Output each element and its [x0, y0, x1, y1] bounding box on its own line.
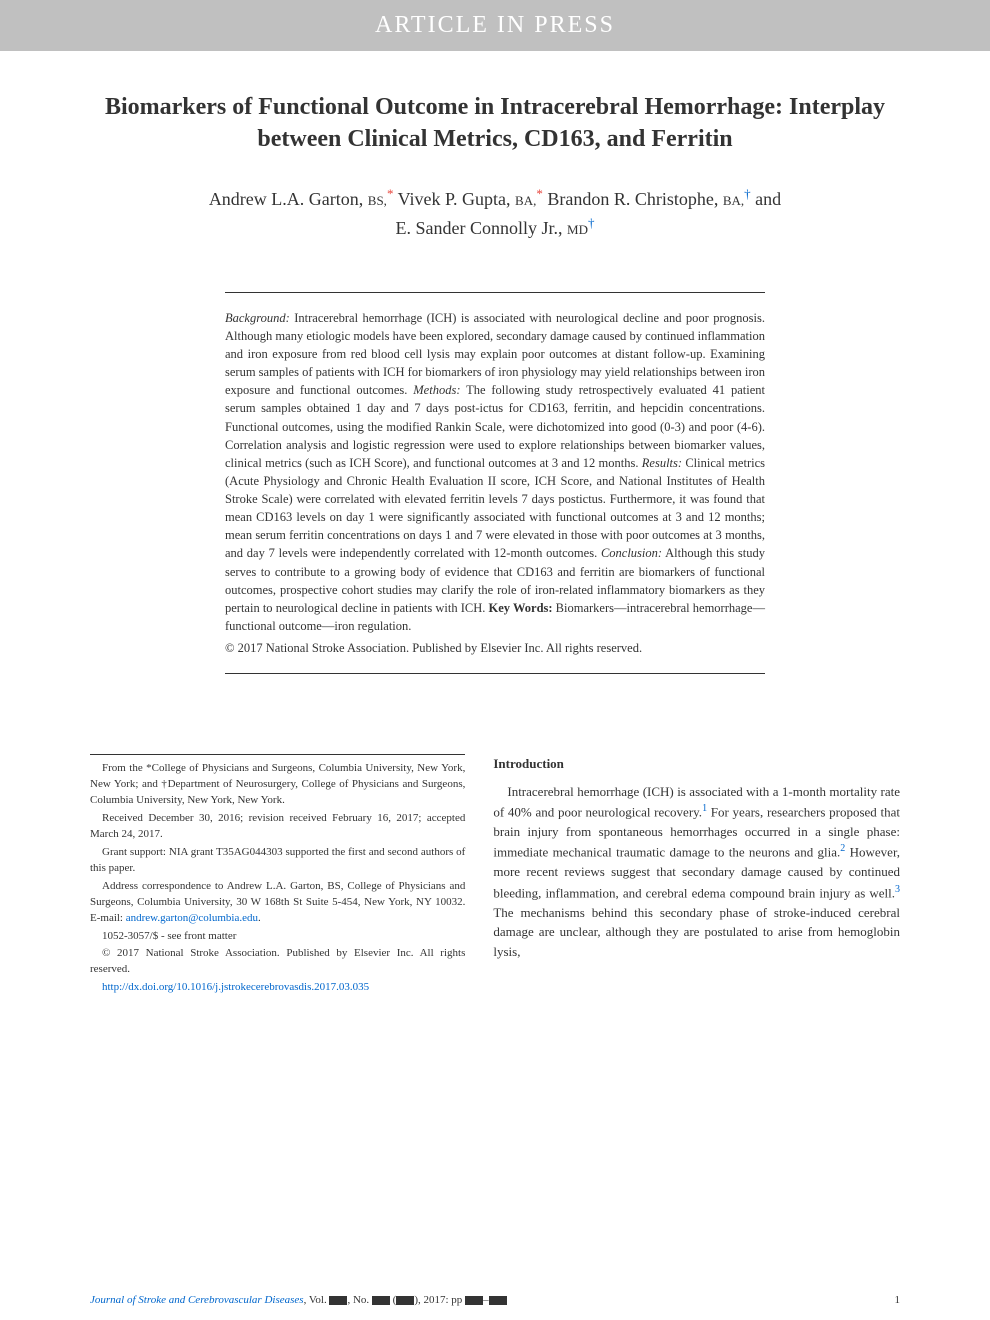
footnote-affiliations: From the *College of Physicians and Surg…: [90, 761, 465, 809]
lower-columns: From the *College of Physicians and Surg…: [90, 754, 900, 996]
placeholder-box-icon: [498, 1296, 507, 1305]
journal-footer: Journal of Stroke and Cerebrovascular Di…: [90, 1294, 900, 1306]
author-3-name: Brandon R. Christophe,: [547, 189, 718, 209]
author-4-name: E. Sander Connolly Jr.,: [396, 218, 563, 238]
abstract-conclusion-label: Conclusion:: [601, 546, 662, 560]
abstract-keywords-label: Key Words:: [489, 601, 553, 615]
correspondence-email-link[interactable]: andrew.garton@columbia.edu: [126, 912, 258, 924]
page-number: 1: [895, 1294, 901, 1306]
abstract-results-text: Clinical metrics (Acute Physiology and C…: [225, 456, 765, 561]
abstract-copyright: © 2017 National Stroke Association. Publ…: [225, 639, 765, 657]
intro-text-4: The mechanisms behind this secondary pha…: [493, 905, 900, 959]
placeholder-box-icon: [474, 1296, 483, 1305]
introduction-column: Introduction Intracerebral hemorrhage (I…: [493, 754, 900, 996]
reference-3[interactable]: 3: [895, 884, 900, 895]
author-2-name: Vivek P. Gupta,: [398, 189, 511, 209]
author-4-degree: MD: [567, 222, 588, 237]
placeholder-box-icon: [489, 1296, 498, 1305]
article-content: Biomarkers of Functional Outcome in Intr…: [0, 51, 990, 996]
footnote-grant: Grant support: NIA grant T35AG044303 sup…: [90, 845, 465, 877]
footnote-correspondence: Address correspondence to Andrew L.A. Ga…: [90, 879, 465, 927]
journal-name: Journal of Stroke and Cerebrovascular Di…: [90, 1294, 304, 1306]
introduction-heading: Introduction: [493, 754, 900, 774]
placeholder-box-icon: [338, 1296, 347, 1305]
journal-citation: Journal of Stroke and Cerebrovascular Di…: [90, 1294, 507, 1306]
author-1-affil: *: [387, 186, 394, 201]
article-title: Biomarkers of Functional Outcome in Intr…: [90, 91, 900, 156]
placeholder-box-icon: [396, 1296, 405, 1305]
author-4-affil: †: [588, 215, 595, 230]
author-2-degree: BA,: [515, 193, 536, 208]
abstract-results-label: Results:: [642, 456, 682, 470]
abstract-block: Background: Intracerebral hemorrhage (IC…: [225, 292, 765, 674]
footnote-issn: 1052-3057/$ - see front matter: [90, 929, 465, 945]
doi-link[interactable]: http://dx.doi.org/10.1016/j.jstrokecereb…: [90, 980, 465, 996]
placeholder-box-icon: [329, 1296, 338, 1305]
article-in-press-banner: ARTICLE IN PRESS: [0, 0, 990, 51]
footnote-received: Received December 30, 2016; revision rec…: [90, 811, 465, 843]
introduction-body: Intracerebral hemorrhage (ICH) is associ…: [493, 782, 900, 961]
author-2-affil: *: [536, 186, 543, 201]
footnotes-column: From the *College of Physicians and Surg…: [90, 754, 465, 996]
author-1-degree: BS,: [368, 193, 387, 208]
placeholder-box-icon: [381, 1296, 390, 1305]
author-and: and: [755, 189, 781, 209]
footnote-copyright: © 2017 National Stroke Association. Publ…: [90, 946, 465, 978]
abstract-methods-label: Methods:: [413, 383, 460, 397]
abstract-background-label: Background:: [225, 311, 290, 325]
placeholder-box-icon: [465, 1296, 474, 1305]
footnote-email-suffix: .: [258, 912, 261, 924]
placeholder-box-icon: [405, 1296, 414, 1305]
author-1-name: Andrew L.A. Garton,: [209, 189, 363, 209]
author-3-degree: BA,: [723, 193, 744, 208]
journal-citation-tail: , Vol. , No. (), 2017: pp –: [304, 1294, 507, 1306]
author-list: Andrew L.A. Garton, BS,* Vivek P. Gupta,…: [90, 184, 900, 242]
placeholder-box-icon: [372, 1296, 381, 1305]
author-3-affil: †: [744, 186, 751, 201]
